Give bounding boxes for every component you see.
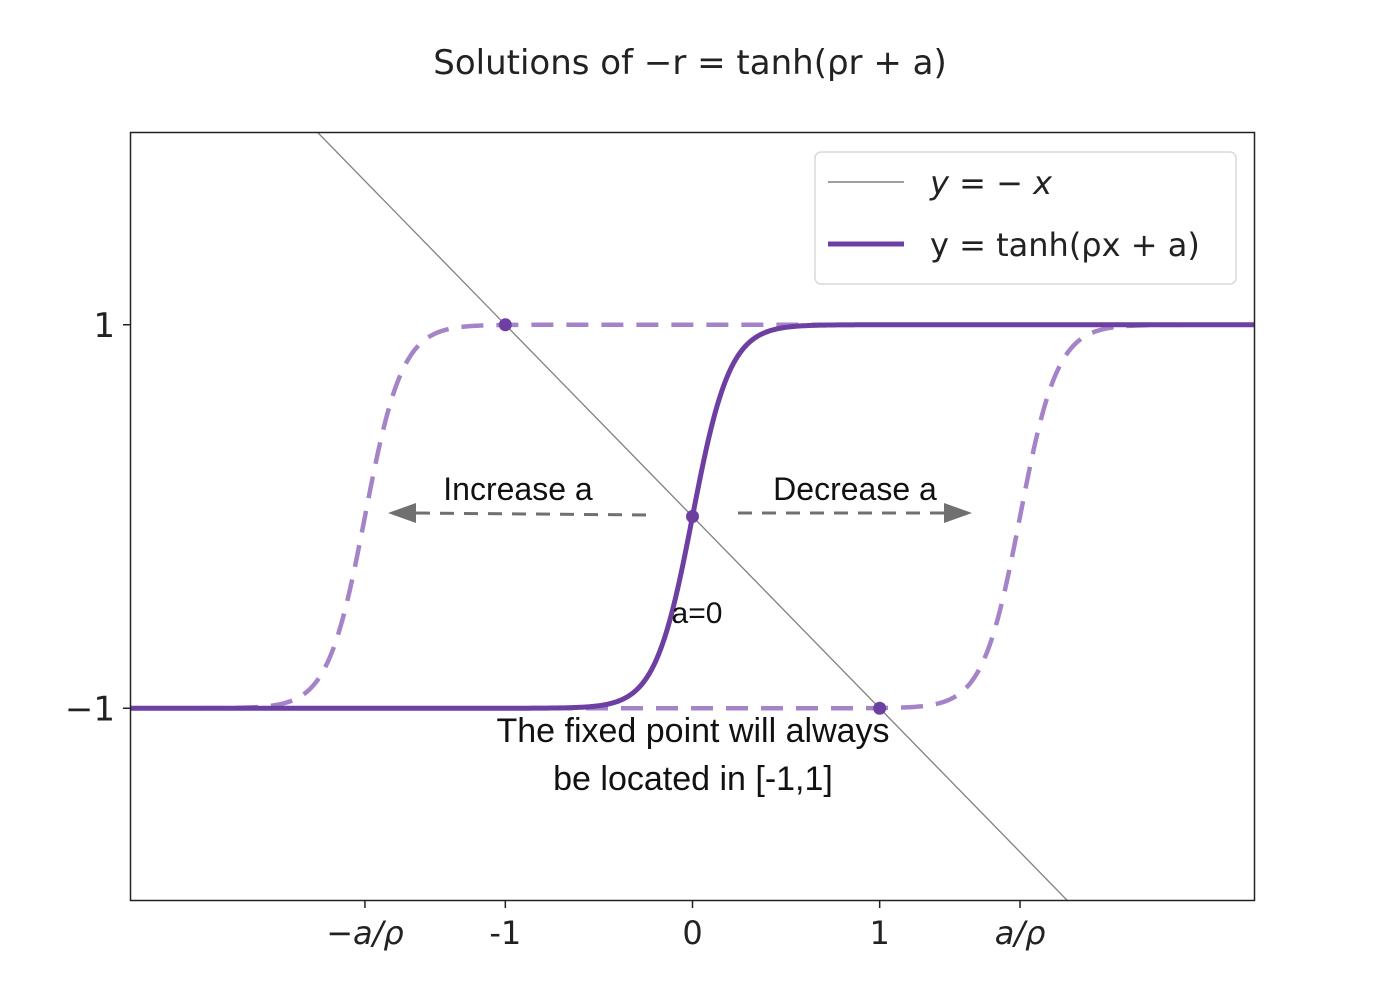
fixed-point-0 [498, 318, 512, 332]
y-tick-label: −1 [65, 689, 115, 729]
x-tick-label: -1 [489, 914, 521, 952]
note-line-2: be located in [-1,1] [553, 760, 833, 798]
legend-label-tanh: y = tanh(ρx + a) [930, 226, 1200, 264]
decrease-a-label: Decrease a [773, 471, 937, 507]
decrease-arrowhead [944, 503, 972, 523]
chart-title: Solutions of −r = tanh(ρr + a) [433, 43, 946, 83]
legend-box [814, 151, 1237, 285]
x-tick-label: 1 [869, 914, 889, 952]
series-line-neg-x [317, 133, 1068, 900]
fixed-point-2 [873, 701, 887, 715]
x-tick-label: a/ρ [995, 914, 1046, 952]
fixed-point-1 [686, 510, 699, 523]
increase-arrowhead [388, 503, 416, 523]
increase-a-label: Increase a [443, 471, 593, 507]
note-line-1: The fixed point will always [496, 712, 889, 750]
y-tick-label: 1 [93, 306, 115, 346]
x-tick-label: −a/ρ [326, 914, 404, 952]
legend: y = − x y = tanh(ρx + a) [814, 151, 1237, 285]
a-zero-label: a=0 [672, 597, 723, 630]
increase-arrow-line [411, 511, 647, 517]
x-tick-label: 0 [682, 914, 702, 952]
legend-label-line: y = − x [929, 164, 1053, 202]
